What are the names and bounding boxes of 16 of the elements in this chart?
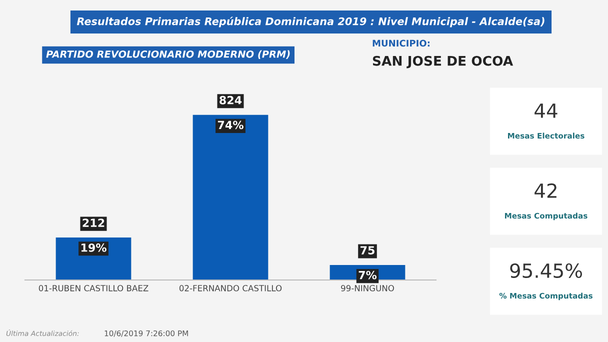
- data-label: 75: [360, 246, 374, 254]
- x-tick-label: 01-RUBEN CASTILLO BAEZ: [38, 285, 148, 292]
- text: 95.45%: [510, 263, 582, 278]
- text: SAN JOSE DE OCOA: [372, 56, 514, 68]
- annotation: 19%: [81, 243, 106, 252]
- annotation: 74%: [218, 120, 244, 130]
- text: 42: [534, 183, 556, 198]
- data-label: 824: [220, 96, 242, 104]
- text: 44: [534, 104, 558, 118]
- chart-subtitle: PARTIDO REVOLUCIONARIO MODERNO (PRM): [46, 50, 290, 59]
- x-tick-label: 02-FERNANDO CASTILLO: [179, 285, 282, 292]
- chart-title: Resultados Primarias República Dominicana 2019 : Nivel Municipal - Alcalde(sa): [76, 16, 544, 28]
- data-label: 212: [82, 218, 104, 227]
- x-tick-label: 99-NINGUNO: [341, 285, 394, 292]
- text: MUNICIPIO:: [372, 40, 430, 47]
- annotation: 7%: [358, 270, 377, 280]
